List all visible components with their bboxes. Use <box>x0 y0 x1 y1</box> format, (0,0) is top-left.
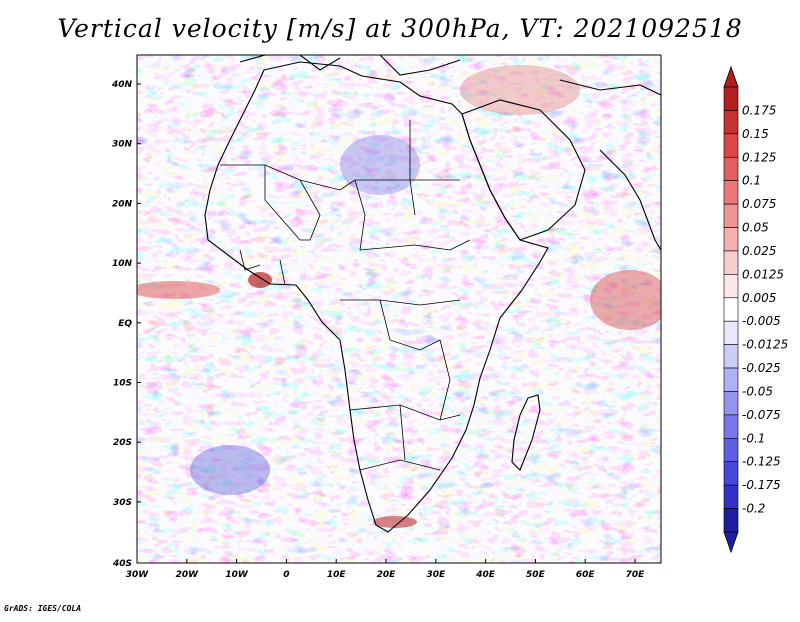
colorbar-swatch <box>723 438 739 463</box>
lon-tick-label: 20E <box>377 570 397 580</box>
colorbar-swatch <box>723 367 739 392</box>
lon-tick-label: 10E <box>327 570 347 580</box>
colorbar-swatch <box>723 227 739 252</box>
colorbar-label: 0.075 <box>742 197 776 211</box>
lat-tick-label: 30S <box>113 498 132 508</box>
lat-tick-label: 10S <box>113 379 132 389</box>
colorbar-swatch <box>723 274 739 299</box>
colorbar-label: 0.125 <box>742 150 776 164</box>
lat-tick-label: 40S <box>112 559 132 569</box>
colorbar-label: -0.025 <box>742 361 781 375</box>
colorbar-max-arrow <box>723 65 739 88</box>
colorbar-label: -0.175 <box>742 478 781 492</box>
lat-tick-label: 10N <box>112 259 133 269</box>
lat-tick-label: 20N <box>112 199 133 209</box>
colorbar-swatch <box>723 320 739 345</box>
colorbar-min-arrow <box>723 531 739 554</box>
colorbar-label: 0.05 <box>742 221 769 235</box>
lon-tick-label: 20W <box>176 570 200 580</box>
lon-tick-label: 30W <box>126 570 150 580</box>
colorbar: 0.175 0.15 0.125 0.1 0.075 0.05 0.025 0.0125 0.0… <box>723 65 788 554</box>
colorbar-label: -0.2 <box>742 502 765 516</box>
colorbar-label: -0.0125 <box>742 338 788 352</box>
colorbar-swatch <box>723 484 739 509</box>
lon-tick-label: 0 <box>283 570 289 580</box>
lat-tick-label: 40N <box>111 80 133 90</box>
coastlines <box>204 55 661 533</box>
colorbar-label: 0.0125 <box>742 267 784 281</box>
colorbar-label: -0.075 <box>742 408 781 422</box>
colorbar-swatch <box>723 297 739 322</box>
colorbar-label: 0.1 <box>742 174 761 188</box>
colorbar-swatch <box>723 250 739 275</box>
colorbar-swatch <box>723 414 739 439</box>
lon-tick-label: 50E <box>526 570 546 580</box>
colorbar-swatch <box>723 344 739 369</box>
lat-tick-label: 20S <box>113 438 132 448</box>
lon-tick-label: 70E <box>626 570 646 580</box>
colorbar-swatch <box>723 110 739 135</box>
lon-tick-label: 60E <box>576 570 596 580</box>
map-title: Vertical velocity [m/s] at 300hPa, VT: 2… <box>57 14 743 43</box>
colorbar-label: 0.005 <box>742 291 776 305</box>
longitude-axis: 30W 20W 10W 0 10E 20E 30E 40E 50E 60E 70E <box>126 559 645 580</box>
colorbar-swatch <box>723 508 739 533</box>
lat-tick-label: EQ <box>118 319 132 329</box>
colorbar-swatch <box>723 86 739 111</box>
country-borders <box>220 120 471 471</box>
lon-tick-label: 30E <box>426 570 446 580</box>
map-frame <box>136 54 662 564</box>
lon-tick-label: 10W <box>225 570 249 580</box>
colorbar-swatch <box>723 180 739 205</box>
colorbar-label: -0.125 <box>742 455 781 469</box>
colorbar-label: 0.175 <box>742 103 776 117</box>
colorbar-label: -0.005 <box>742 314 781 328</box>
grads-credit: GrADS: IGES/COLA <box>4 604 82 613</box>
colorbar-label: 0.025 <box>742 244 776 258</box>
colorbar-swatch <box>723 461 739 486</box>
latitude-axis: 40N 30N 20N 10N EQ 10S 20S 30S 40S <box>111 80 141 569</box>
colorbar-swatch <box>723 133 739 158</box>
colorbar-label: -0.1 <box>742 431 765 445</box>
colorbar-label: -0.05 <box>742 384 773 398</box>
colorbar-swatch <box>723 391 739 416</box>
colorbar-swatch <box>723 156 739 181</box>
colorbar-swatch <box>723 203 739 228</box>
lat-tick-label: 30N <box>112 140 133 150</box>
lon-tick-label: 40E <box>475 570 496 580</box>
colorbar-label: 0.15 <box>742 127 769 141</box>
velocity-field <box>137 55 661 563</box>
